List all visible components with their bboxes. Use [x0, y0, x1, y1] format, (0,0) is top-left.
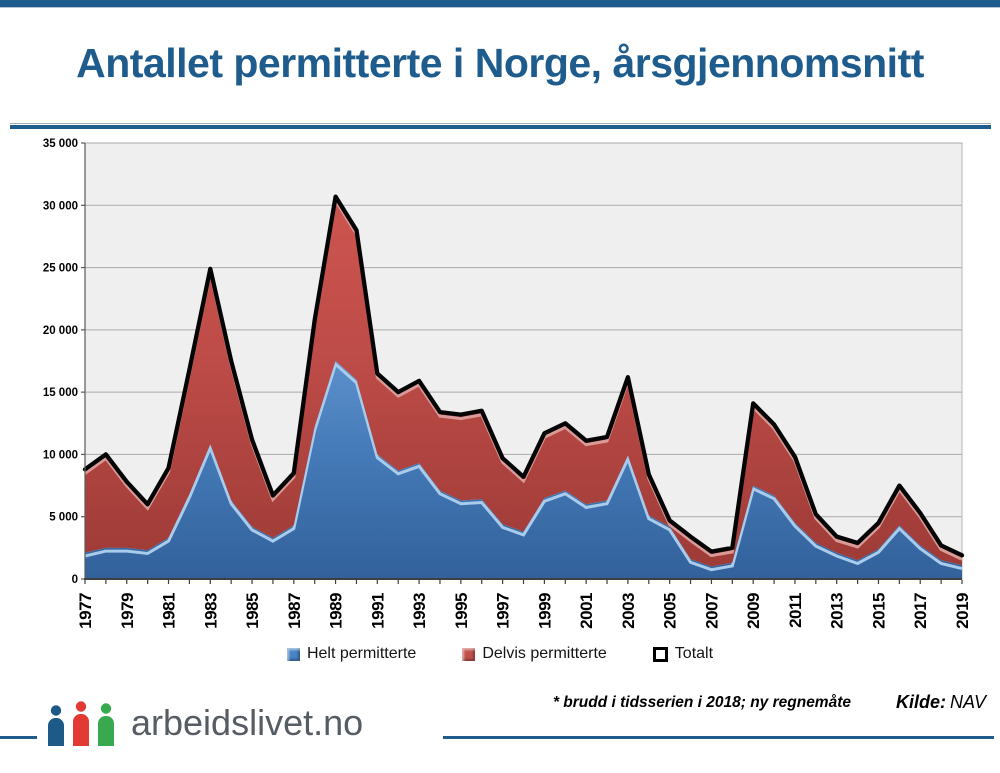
- series-totalt-line: [82, 194, 965, 558]
- legend-item-totalt: Totalt: [652, 645, 714, 663]
- logo-text: arbeidslivet.no: [131, 701, 364, 743]
- svg-text:0: 0: [72, 574, 78, 586]
- svg-text:1995: 1995: [452, 593, 471, 629]
- svg-text:1997: 1997: [494, 593, 513, 629]
- svg-text:5 000: 5 000: [49, 512, 78, 524]
- legend-label-delvis: Delvis permitterte: [482, 645, 607, 662]
- axes: [81, 142, 963, 584]
- svg-text:2015: 2015: [869, 593, 888, 629]
- svg-text:2019: 2019: [953, 593, 972, 629]
- svg-text:1979: 1979: [118, 593, 137, 629]
- svg-text:2003: 2003: [619, 593, 638, 629]
- svg-text:1983: 1983: [201, 593, 220, 629]
- legend-item-delvis: Delvis permitterte: [462, 645, 607, 663]
- top-accent-bar: [0, 0, 1000, 7]
- series-delvis-area: [85, 196, 962, 567]
- logo: arbeidslivet.no: [46, 699, 363, 746]
- svg-text:1999: 1999: [535, 593, 554, 629]
- svg-text:1991: 1991: [368, 593, 387, 629]
- footer-rule-right: [443, 736, 994, 739]
- svg-text:10 000: 10 000: [43, 449, 78, 461]
- svg-text:1977: 1977: [76, 593, 95, 629]
- svg-text:35 000: 35 000: [43, 138, 78, 150]
- svg-text:2011: 2011: [786, 593, 805, 628]
- title-divider-blue: [10, 125, 991, 129]
- logo-person-blue: [48, 705, 64, 746]
- svg-text:15 000: 15 000: [43, 387, 78, 399]
- logo-person-red: [73, 701, 89, 746]
- chart-legend: Helt permitterte Delvis permitterte Tota…: [0, 645, 1000, 663]
- svg-text:2007: 2007: [702, 593, 721, 629]
- footnote: * brudd i tidsserien i 2018; ny regnemåt…: [552, 694, 851, 711]
- svg-text:2017: 2017: [911, 593, 930, 629]
- svg-text:1989: 1989: [327, 593, 346, 629]
- legend-marker-delvis-icon: [462, 647, 476, 661]
- logo-person-green: [98, 703, 114, 746]
- svg-text:2005: 2005: [661, 593, 680, 629]
- source-value: NAV: [949, 692, 986, 712]
- svg-text:1981: 1981: [160, 593, 179, 629]
- svg-text:2013: 2013: [828, 593, 847, 629]
- page-title: Antallet permitterte i Norge, årsgjennom…: [76, 40, 924, 86]
- legend-marker-helt-icon: [286, 647, 300, 661]
- svg-text:2009: 2009: [744, 593, 763, 629]
- y-axis-labels: 0 5 000 10 000 15 000 20 000 25 000 30 000 35 0…: [43, 138, 78, 586]
- svg-text:1993: 1993: [410, 593, 429, 629]
- svg-text:2001: 2001: [577, 593, 596, 629]
- svg-text:1985: 1985: [243, 593, 262, 629]
- top-accent-underline: [0, 7, 1000, 8]
- footer-rule-left: [0, 736, 37, 739]
- legend-item-helt: Helt permitterte: [286, 645, 417, 663]
- helt-bevel: [85, 361, 962, 572]
- legend-label-helt: Helt permitterte: [306, 645, 417, 662]
- svg-text:30 000: 30 000: [43, 200, 78, 212]
- svg-text:20 000: 20 000: [43, 325, 78, 337]
- source-label: Kilde:: [895, 692, 946, 712]
- legend-marker-totalt-icon: [652, 646, 668, 662]
- svg-text:1987: 1987: [285, 593, 304, 629]
- title-divider-gray: [10, 123, 991, 124]
- source-credit: Kilde: NAV: [896, 692, 986, 713]
- chart-svg: 0 5 000 10 000 15 000 20 000 25 000 30 000 35 0…: [43, 138, 972, 629]
- logo-people-icon: [48, 701, 114, 746]
- x-axis-labels: 1977 1979 1981 1983 1985 1987 1989 1991 1993 1995…: [76, 593, 972, 629]
- svg-text:25 000: 25 000: [43, 263, 78, 275]
- legend-label-totalt: Totalt: [674, 645, 714, 662]
